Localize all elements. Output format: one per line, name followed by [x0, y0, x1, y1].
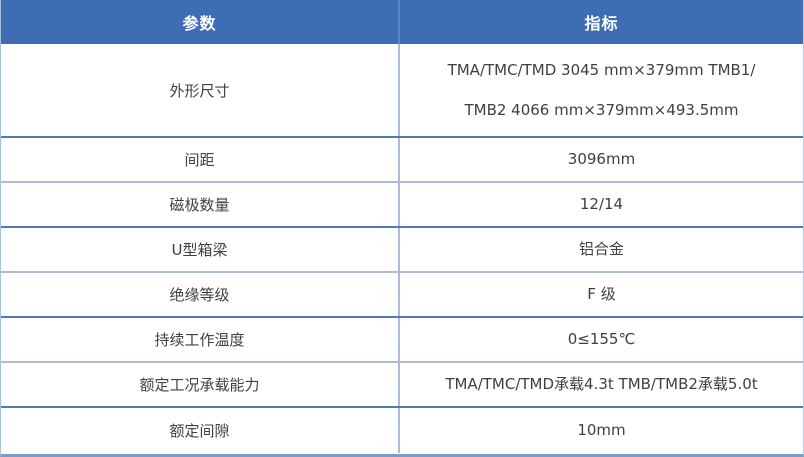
value-cell: 0≤155℃: [567, 330, 636, 349]
value-cell: TMA/TMC/TMD 3045 mm×379mm TMB1/ TMB2 406…: [447, 60, 756, 120]
param-cell: U型箱梁: [1, 228, 400, 271]
value-cell: F 级: [587, 285, 616, 304]
param-cell: 持续工作温度: [1, 318, 400, 361]
table-row: 磁极数量 12/14: [1, 183, 803, 228]
value-cell: 12/14: [579, 195, 624, 214]
param-cell: 绝缘等级: [1, 273, 400, 316]
param-cell: 间距: [1, 138, 400, 181]
value-cell: 10mm: [577, 421, 626, 440]
value-cell: 3096mm: [567, 150, 636, 169]
param-cell: 额定间隙: [1, 408, 400, 453]
table-header-row: 参数 指标: [1, 0, 803, 44]
header-cell-parameter: 参数: [1, 0, 400, 44]
value-cell: TMA/TMC/TMD承载4.3t TMB/TMB2承载5.0t: [445, 375, 758, 394]
table-row: U型箱梁 铝合金: [1, 228, 803, 273]
table-row: 绝缘等级 F 级: [1, 273, 803, 318]
table-row: 额定间隙 10mm: [1, 408, 803, 453]
table-row: 额定工况承载能力 TMA/TMC/TMD承载4.3t TMB/TMB2承载5.0…: [1, 363, 803, 408]
value-cell: 铝合金: [578, 240, 624, 259]
param-cell: 额定工况承载能力: [1, 363, 400, 406]
table-row: 外形尺寸 TMA/TMC/TMD 3045 mm×379mm TMB1/ TMB…: [1, 44, 803, 138]
table-row: 间距 3096mm: [1, 138, 803, 183]
header-cell-indicator: 指标: [584, 14, 619, 33]
param-cell: 磁极数量: [1, 183, 400, 226]
param-cell: 外形尺寸: [1, 44, 400, 136]
table-row: 持续工作温度 0≤155℃: [1, 318, 803, 363]
